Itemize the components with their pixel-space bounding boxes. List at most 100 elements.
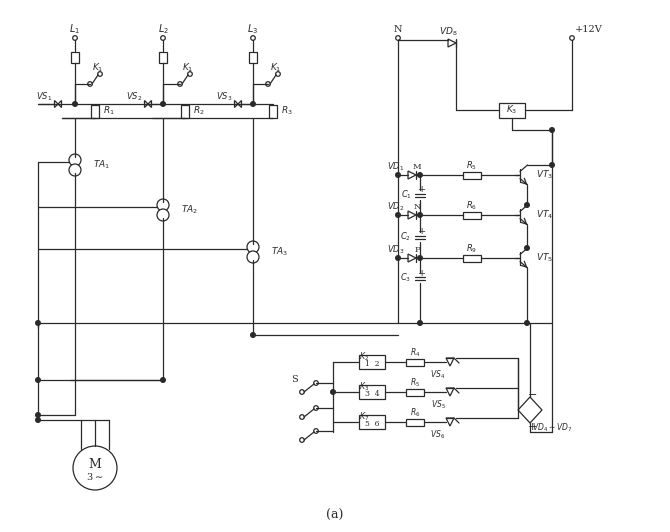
Circle shape	[525, 321, 529, 325]
Text: +: +	[418, 269, 426, 278]
Bar	[91, 104, 99, 118]
Text: 5  6: 5 6	[364, 420, 379, 428]
Circle shape	[247, 241, 259, 253]
Text: $VS_6$: $VS_6$	[430, 429, 446, 441]
Circle shape	[396, 213, 400, 217]
Text: $VS_5$: $VS_5$	[431, 399, 446, 411]
Circle shape	[36, 378, 40, 383]
Text: $VT_4$: $VT_4$	[537, 209, 553, 221]
Circle shape	[36, 321, 40, 325]
Bar	[269, 104, 277, 118]
Circle shape	[69, 154, 81, 166]
Text: $C_2$: $C_2$	[401, 231, 411, 243]
Text: $VD_1$: $VD_1$	[387, 161, 405, 173]
Circle shape	[73, 102, 77, 106]
Bar	[406, 359, 424, 365]
Text: $VT_5$: $VT_5$	[537, 252, 553, 264]
Text: $K_2$: $K_2$	[359, 351, 369, 363]
Text: $TA_2$: $TA_2$	[181, 204, 198, 216]
Text: 1  2: 1 2	[364, 360, 379, 368]
Text: $K_1$: $K_1$	[270, 62, 281, 74]
Text: $R_5$: $R_5$	[466, 160, 478, 172]
Bar	[463, 254, 481, 262]
Text: $L_2$: $L_2$	[157, 22, 168, 36]
Text: S: S	[291, 376, 298, 385]
Bar	[463, 212, 481, 219]
Text: $K_1$: $K_1$	[92, 62, 104, 74]
Text: $R_5$: $R_5$	[410, 377, 420, 389]
Bar	[249, 52, 257, 62]
Text: $R_6$: $R_6$	[466, 200, 478, 212]
Bar	[406, 419, 424, 426]
Text: P: P	[414, 246, 420, 254]
Circle shape	[549, 163, 554, 167]
Text: $VD_2$: $VD_2$	[387, 201, 405, 213]
Bar	[159, 52, 167, 62]
Text: $VS_1$: $VS_1$	[36, 91, 52, 103]
Circle shape	[417, 173, 422, 177]
Text: $VD_8$: $VD_8$	[439, 26, 458, 38]
Circle shape	[157, 199, 169, 211]
Text: $-$: $-$	[527, 388, 537, 398]
Bar	[359, 415, 385, 429]
Circle shape	[525, 246, 529, 250]
Text: $C_3$: $C_3$	[401, 272, 411, 284]
Text: $L_3$: $L_3$	[247, 22, 259, 36]
Text: 3$\sim$: 3$\sim$	[86, 470, 104, 481]
Text: $VS_3$: $VS_3$	[216, 91, 232, 103]
Circle shape	[36, 413, 40, 417]
Circle shape	[161, 378, 165, 383]
Circle shape	[549, 128, 554, 132]
Text: $TA_3$: $TA_3$	[271, 246, 288, 258]
Text: N: N	[394, 24, 402, 34]
Text: $R_4$: $R_4$	[410, 347, 420, 359]
Text: $VT_3$: $VT_3$	[537, 169, 553, 181]
Text: $K_1$: $K_1$	[182, 62, 194, 74]
Bar	[71, 52, 79, 62]
Text: $R_9$: $R_9$	[466, 243, 478, 255]
Circle shape	[417, 321, 422, 325]
Text: $VS_4$: $VS_4$	[430, 369, 446, 381]
Text: +: +	[418, 186, 426, 195]
Text: $K_3$: $K_3$	[359, 381, 369, 393]
Text: $VS_2$: $VS_2$	[126, 91, 142, 103]
Circle shape	[157, 209, 169, 221]
Text: N: N	[413, 203, 421, 211]
Text: $L_1$: $L_1$	[70, 22, 80, 36]
Text: $+$: $+$	[527, 421, 537, 433]
Circle shape	[247, 251, 259, 263]
Text: +: +	[418, 228, 426, 237]
Text: $K_3$: $K_3$	[507, 104, 518, 117]
Circle shape	[69, 164, 81, 176]
Circle shape	[331, 390, 335, 394]
Text: 3  4: 3 4	[364, 390, 379, 398]
Text: +12V: +12V	[575, 24, 603, 34]
Text: $K_7$: $K_7$	[359, 411, 369, 423]
Circle shape	[525, 203, 529, 207]
Circle shape	[251, 332, 255, 337]
Circle shape	[73, 446, 117, 490]
Circle shape	[417, 256, 422, 260]
Text: M: M	[413, 163, 421, 171]
Text: $R_3$: $R_3$	[281, 105, 293, 117]
Bar	[359, 355, 385, 369]
Circle shape	[396, 173, 400, 177]
Text: (a): (a)	[326, 509, 344, 521]
Bar	[359, 385, 385, 399]
Text: M: M	[88, 459, 101, 471]
Bar	[181, 104, 189, 118]
Text: $VD_4{\sim}VD_7$: $VD_4{\sim}VD_7$	[532, 422, 572, 434]
Circle shape	[396, 256, 400, 260]
Bar	[463, 171, 481, 179]
Text: $TA_1$: $TA_1$	[93, 159, 110, 171]
Bar	[406, 388, 424, 395]
Text: $R_6$: $R_6$	[410, 407, 420, 419]
Text: $R_1$: $R_1$	[103, 105, 115, 117]
Text: $VD_3$: $VD_3$	[387, 244, 405, 256]
Text: $C_1$: $C_1$	[401, 189, 411, 201]
Circle shape	[417, 213, 422, 217]
Bar	[499, 103, 525, 118]
Circle shape	[251, 102, 255, 106]
Circle shape	[161, 102, 165, 106]
Circle shape	[36, 418, 40, 422]
